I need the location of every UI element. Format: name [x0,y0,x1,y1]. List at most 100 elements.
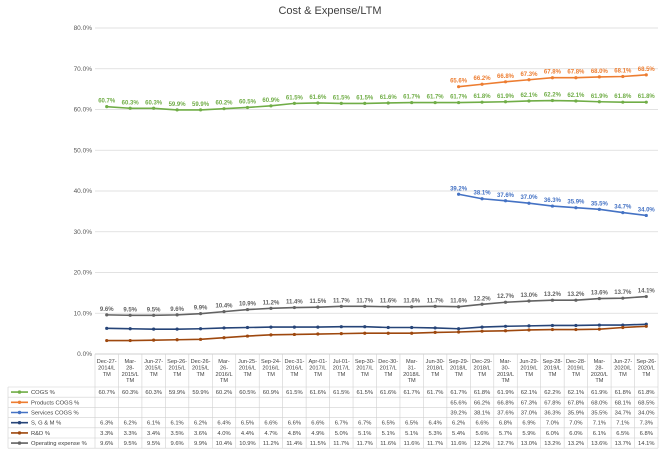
data-point [128,338,132,343]
table-cell: 5.1% [405,431,418,437]
data-label: 11.5% [310,299,327,305]
table-cell: 62.1% [521,390,537,396]
data-label: 10.4% [216,304,234,310]
table-cell: 6.7% [358,421,371,427]
table-cell: 62.1% [568,390,584,396]
table-cell: 7.0% [546,421,559,427]
x-tick-label-line: Dec-30- [378,359,398,365]
data-point [105,105,109,109]
x-tick-label-line: TM [220,378,228,384]
legend-entry: COGS % [31,390,55,396]
data-point [621,100,625,104]
data-labels: 60.7% 60.3% 60.3% 59.9% 59.9% 60.2% 60.5% 60.9%… [98,67,655,313]
x-tick-label-line: TM [150,372,158,378]
data-label: 9.5% [123,307,137,313]
table-cell: 38.1% [474,411,490,417]
data-label: 12.2% [474,296,492,302]
table-cell: 65.6% [450,400,466,406]
series-line-4 [106,325,647,342]
data-label: 61.9% [591,94,609,100]
table-cell: 5.4% [452,431,465,437]
series-line-0 [106,99,647,111]
table-cell: 37.0% [521,411,537,417]
x-tick-label-line: TM [408,378,416,384]
data-label: 13.0% [520,293,538,299]
x-tick-label-line: Mar- [124,359,136,365]
table-cell: 12.7% [497,441,513,447]
table-cell: 6.3% [100,421,113,427]
x-tick-label-line: 2016/L [215,372,232,378]
data-label: 59.9% [192,102,210,108]
x-tick-label-line: TM [243,372,251,378]
data-point [527,324,531,328]
table-cell: 60.7% [99,390,115,396]
table-cell: 61.6% [310,390,326,396]
data-label: 61.5% [286,95,304,101]
data-label: 61.7% [427,95,445,101]
table-cell: 7.3% [640,421,653,427]
x-tick-label: Jun-30-2018/L TM [426,359,445,378]
x-tick-label-line: TM [290,372,298,378]
x-tick-label: Dec-27-2014/L TM [97,359,117,378]
table-cell: 11.6% [451,441,467,447]
data-label: 11.7% [333,298,350,304]
data-point [410,100,414,105]
data-point [152,327,156,331]
x-tick-label-line: 2019/L [520,365,537,371]
table-cell: 67.8% [568,400,584,406]
x-tick-label-line: Sep-30- [355,359,375,365]
x-tick-label-line: Jun-27- [144,359,163,365]
data-label: 12.7% [497,294,515,300]
data-point [222,310,226,314]
table-cell: 13.2% [568,441,584,447]
data-label: 60.7% [98,99,116,105]
data-point [621,296,625,300]
data-point [480,302,484,306]
x-tick-label-line: TM [595,378,603,384]
data-label: 37.0% [520,195,538,201]
data-point [198,312,203,316]
y-tick-label: 80.0% [74,25,93,32]
data-point [574,327,578,332]
data-point [527,201,531,205]
legend-key-marker [17,431,22,435]
table-cell: 11.5% [310,441,326,447]
table-cell: 6.5% [616,431,629,437]
table-cell: 67.3% [521,400,537,406]
x-tick-label-line: TM [642,372,650,378]
data-point [175,108,179,112]
table-cell: 6.2% [452,421,465,427]
table-cell: 7.1% [616,421,629,427]
table-cell: 6.2% [194,421,207,427]
table-cell: 62.2% [544,390,560,396]
x-tick-label-line: Sep-26- [167,359,187,365]
x-tick-label-line: TM [431,372,439,378]
table-cell: 5.7% [499,431,512,437]
data-point [457,327,461,331]
data-point [550,204,555,208]
x-tick-label-line: Mar- [218,359,230,365]
x-tick-label-line: TM [455,372,463,378]
table-cell: 6.2% [124,421,137,427]
table-cell: 60.9% [263,390,279,396]
x-tick-label-line: 2016/L [239,365,256,371]
data-point [292,101,296,105]
data-point [410,325,414,330]
data-label: 35.5% [591,201,609,207]
table-cell: 61.8% [615,390,631,396]
data-point [574,323,578,328]
data-point [152,313,156,317]
data-point [363,331,367,335]
data-point [222,326,226,330]
data-point [597,327,601,331]
x-tick-label-line: 2017/L [356,365,373,371]
data-point [527,99,531,103]
data-point [245,105,250,110]
x-tick-label-line: TM [197,372,205,378]
table-cell: 68.5% [638,400,654,406]
data-point [457,330,461,334]
table-cell: 9.5% [124,441,137,447]
x-tick-label-line: 2018/L [450,365,467,371]
y-tick-label: 40.0% [74,188,93,195]
